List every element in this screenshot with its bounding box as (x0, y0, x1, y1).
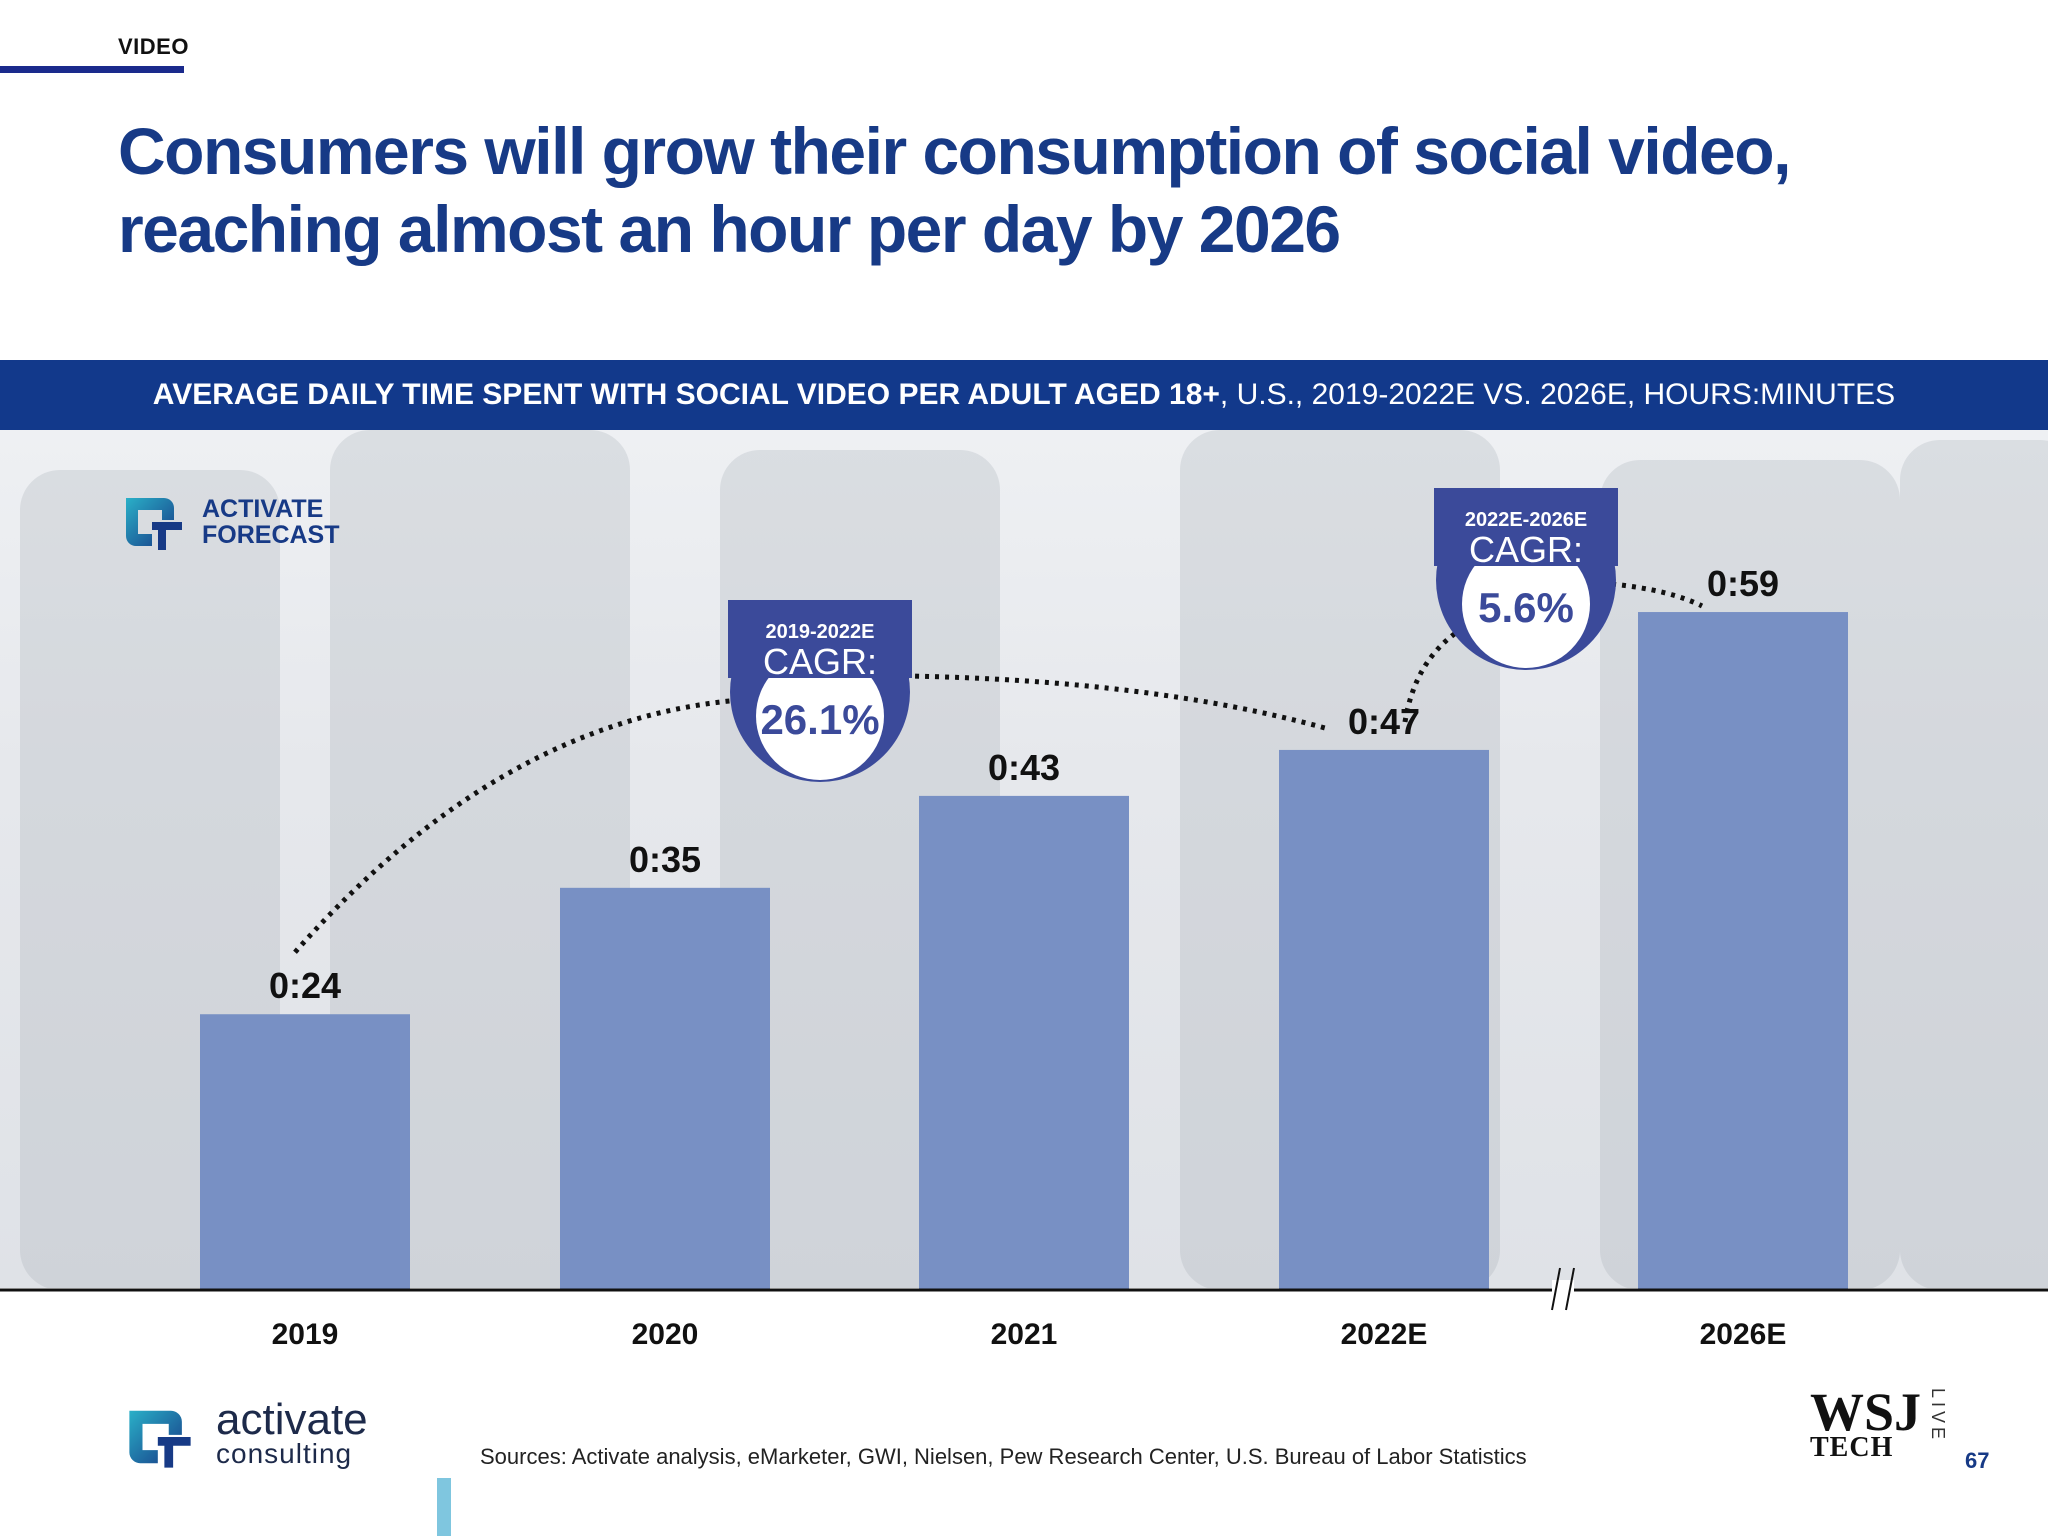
cagr-1-connector-right (904, 673, 1326, 731)
cagr-2-period-label: 2022E-2026E (1465, 509, 1587, 531)
brand-sub: consulting (216, 1438, 353, 1469)
bar-2022e (1279, 749, 1489, 1290)
data-label-2026e: 0:59 (1707, 563, 1779, 604)
forecast-line2: FORECAST (202, 521, 340, 549)
cagr-1-badge-inner (756, 652, 884, 780)
chart-title-bold: AVERAGE DAILY TIME SPENT WITH SOCIAL VID… (152, 378, 1220, 411)
bar-2020 (560, 887, 770, 1290)
cagr-2-connector-left (1402, 627, 1462, 723)
x-tick-label-2021: 2021 (991, 1318, 1058, 1351)
cagr-2-connector-right (1611, 581, 1704, 609)
cagr-2-badge-header (1434, 488, 1618, 566)
data-label-2022e: 0:47 (1348, 701, 1420, 742)
chart-title-banner: AVERAGE DAILY TIME SPENT WITH SOCIAL VID… (0, 360, 2048, 430)
axis-break-mark-2 (1565, 1267, 1575, 1311)
x-tick-label-2019: 2019 (272, 1318, 339, 1351)
page-title: Consumers will grow their consumption of… (118, 114, 1791, 266)
activate-consulting-logo: activate consulting (118, 1395, 368, 1472)
wsj-tech-text: TECH (1810, 1432, 1894, 1463)
x-tick-label-2020: 2020 (632, 1318, 699, 1351)
forecast-line1: ACTIVATE (202, 495, 324, 523)
cagr-1-period-label: 2019-2022E (766, 621, 875, 643)
accent-bar (437, 1478, 451, 1536)
data-label-2019: 0:24 (269, 965, 341, 1006)
wsj-logo-text: WSJ (1810, 1382, 1922, 1442)
data-label-2020: 0:35 (629, 839, 701, 880)
bar-2021 (919, 795, 1129, 1290)
axis-break-mark-1 (1551, 1267, 1561, 1311)
chart-title-rest: , U.S., 2019-2022E VS. 2026E, HOURS:MINU… (1219, 378, 1896, 411)
data-label-2021: 0:43 (988, 747, 1060, 788)
section-underline (0, 66, 184, 73)
activate-logo-icon (126, 498, 182, 550)
cagr-2-cagr-label: CAGR: (1469, 529, 1583, 570)
cagr-1-value: 26.1% (760, 696, 879, 743)
x-tick-label-2022e: 2022E (1341, 1318, 1428, 1351)
x-tick-label-2026e: 2026E (1700, 1318, 1787, 1351)
bar-2026e (1638, 612, 1848, 1290)
section-label: VIDEO (118, 34, 189, 59)
brand-name: activate (216, 1395, 368, 1444)
activate-brand-icon (129, 1410, 191, 1468)
cagr-2-badge-inner (1462, 540, 1590, 668)
cagr-1-connector-left (293, 697, 741, 954)
page-number: 67 (1965, 1448, 1990, 1473)
sources-note: Sources: Activate analysis, eMarketer, G… (480, 1444, 1527, 1469)
cagr-1-cagr-label: CAGR: (763, 641, 877, 682)
bar-2019 (200, 1014, 410, 1290)
wsj-live-text: LIVE (1928, 1388, 1949, 1444)
cagr-2-value: 5.6% (1478, 584, 1574, 631)
cagr-1-badge-header (728, 600, 912, 678)
wsj-tech-live-logo: WSJ TECH LIVE (1810, 1382, 1949, 1463)
activate-forecast-badge: ACTIVATE FORECAST (118, 490, 340, 554)
